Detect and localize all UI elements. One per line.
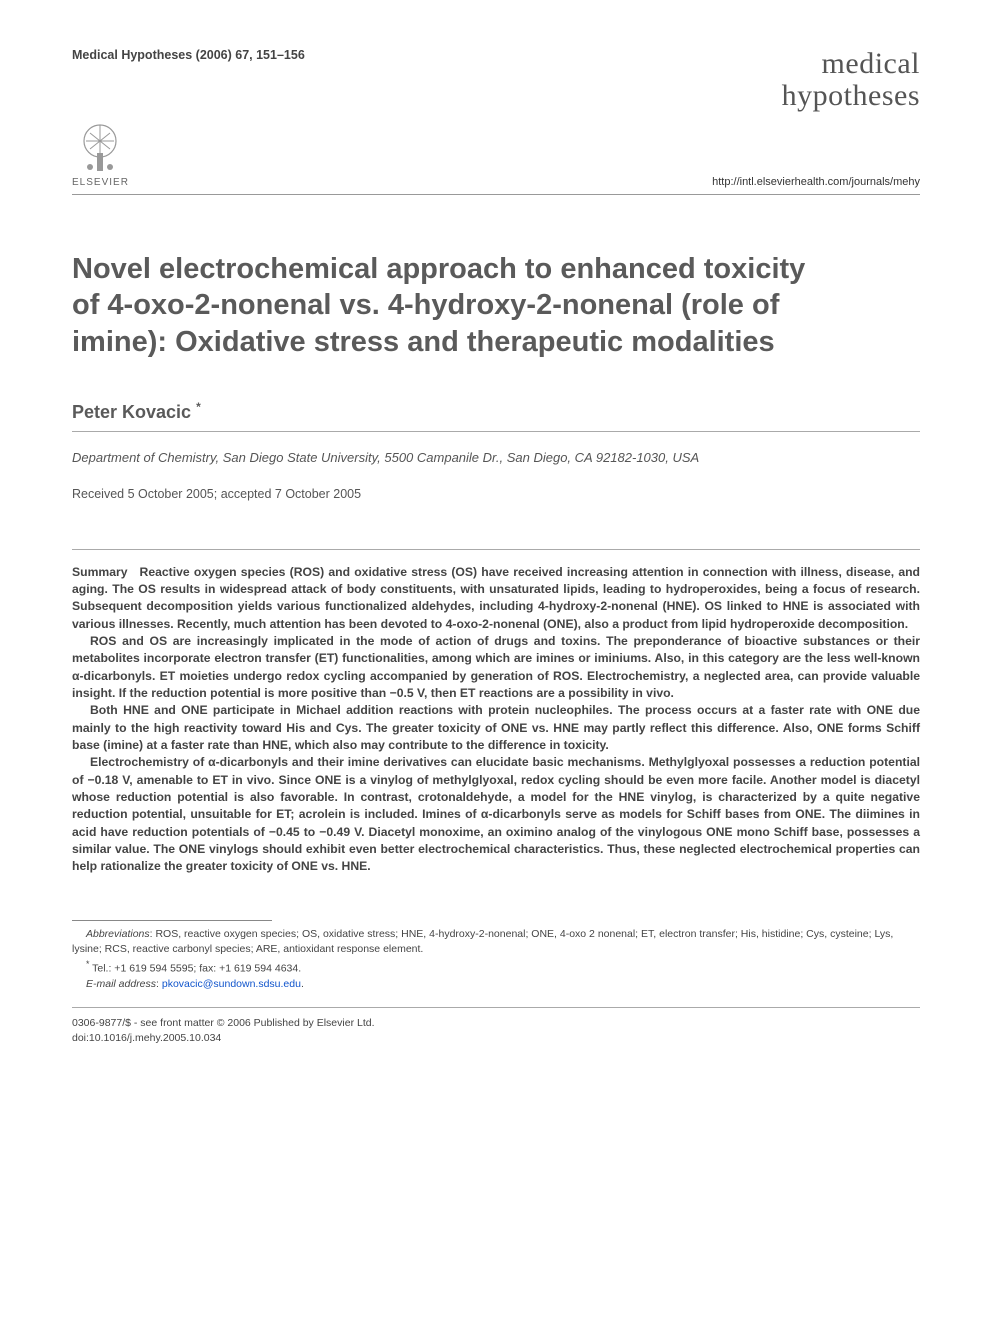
elsevier-tree-icon	[72, 119, 128, 175]
abbrev-label: Abbreviations	[86, 928, 150, 940]
abbrev-text: : ROS, reactive oxygen species; OS, oxid…	[72, 928, 893, 956]
author-marker: *	[196, 400, 201, 414]
bottom-divider	[72, 1007, 920, 1008]
author-text: Peter Kovacic	[72, 402, 191, 422]
copyright-block: 0306-9877/$ - see front matter © 2006 Pu…	[72, 1016, 920, 1045]
corr-text: Tel.: +1 619 594 5595; fax: +1 619 594 4…	[89, 963, 301, 975]
author-divider	[72, 431, 920, 432]
journal-name-line2: hypotheses	[782, 80, 920, 112]
footnote-divider	[72, 920, 272, 921]
summary-p1: SummaryReactive oxygen species (ROS) and…	[72, 564, 920, 633]
elsevier-label: ELSEVIER	[72, 177, 129, 188]
elsevier-logo: ELSEVIER	[72, 119, 129, 188]
header-row: Medical Hypotheses (2006) 67, 151–156 me…	[72, 48, 920, 111]
journal-url[interactable]: http://intl.elsevierhealth.com/journals/…	[712, 176, 920, 188]
corresponding-footnote: * Tel.: +1 619 594 5595; fax: +1 619 594…	[72, 958, 920, 977]
journal-name: medical hypotheses	[782, 48, 920, 111]
citation-text: Medical Hypotheses (2006) 67, 151–156	[72, 48, 305, 62]
copyright-line2: doi:10.1016/j.mehy.2005.10.034	[72, 1031, 920, 1046]
logo-row: ELSEVIER http://intl.elsevierhealth.com/…	[72, 119, 920, 188]
email-footnote: E-mail address: pkovacic@sundown.sdsu.ed…	[72, 977, 920, 993]
article-dates: Received 5 October 2005; accepted 7 Octo…	[72, 487, 920, 501]
author-name: Peter Kovacic *	[72, 400, 920, 423]
email-label: E-mail address	[86, 978, 156, 990]
affiliation: Department of Chemistry, San Diego State…	[72, 450, 920, 465]
email-link[interactable]: pkovacic@sundown.sdsu.edu	[162, 978, 301, 990]
summary-block: SummaryReactive oxygen species (ROS) and…	[72, 564, 920, 876]
summary-p3: Both HNE and ONE participate in Michael …	[72, 702, 920, 754]
journal-name-line1: medical	[782, 48, 920, 80]
summary-divider-top	[72, 549, 920, 550]
copyright-line1: 0306-9877/$ - see front matter © 2006 Pu…	[72, 1016, 920, 1031]
summary-label: Summary	[72, 565, 128, 579]
summary-p4: Electrochemistry of α-dicarbonyls and th…	[72, 754, 920, 875]
summary-p1-text: Reactive oxygen species (ROS) and oxidat…	[72, 565, 920, 631]
abbreviations-footnote: Abbreviations: ROS, reactive oxygen spec…	[72, 927, 920, 959]
summary-p2: ROS and OS are increasingly implicated i…	[72, 633, 920, 702]
article-title: Novel electrochemical approach to enhanc…	[72, 251, 832, 360]
header-divider	[72, 194, 920, 195]
